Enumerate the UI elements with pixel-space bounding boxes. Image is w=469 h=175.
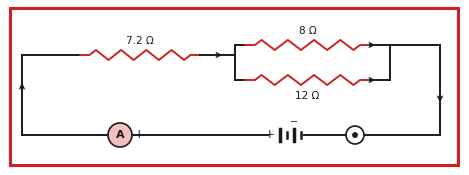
Text: −: −: [96, 128, 106, 142]
Text: 7.2 Ω: 7.2 Ω: [126, 36, 154, 46]
Text: −: −: [290, 117, 298, 127]
Text: 8 Ω: 8 Ω: [299, 26, 317, 36]
Text: A: A: [116, 131, 124, 141]
Circle shape: [353, 133, 357, 137]
Text: +: +: [134, 128, 144, 142]
Bar: [10, 8, 458, 165]
Text: 12 Ω: 12 Ω: [295, 91, 320, 101]
Circle shape: [108, 123, 132, 147]
Circle shape: [346, 126, 364, 144]
Text: +: +: [265, 128, 275, 142]
